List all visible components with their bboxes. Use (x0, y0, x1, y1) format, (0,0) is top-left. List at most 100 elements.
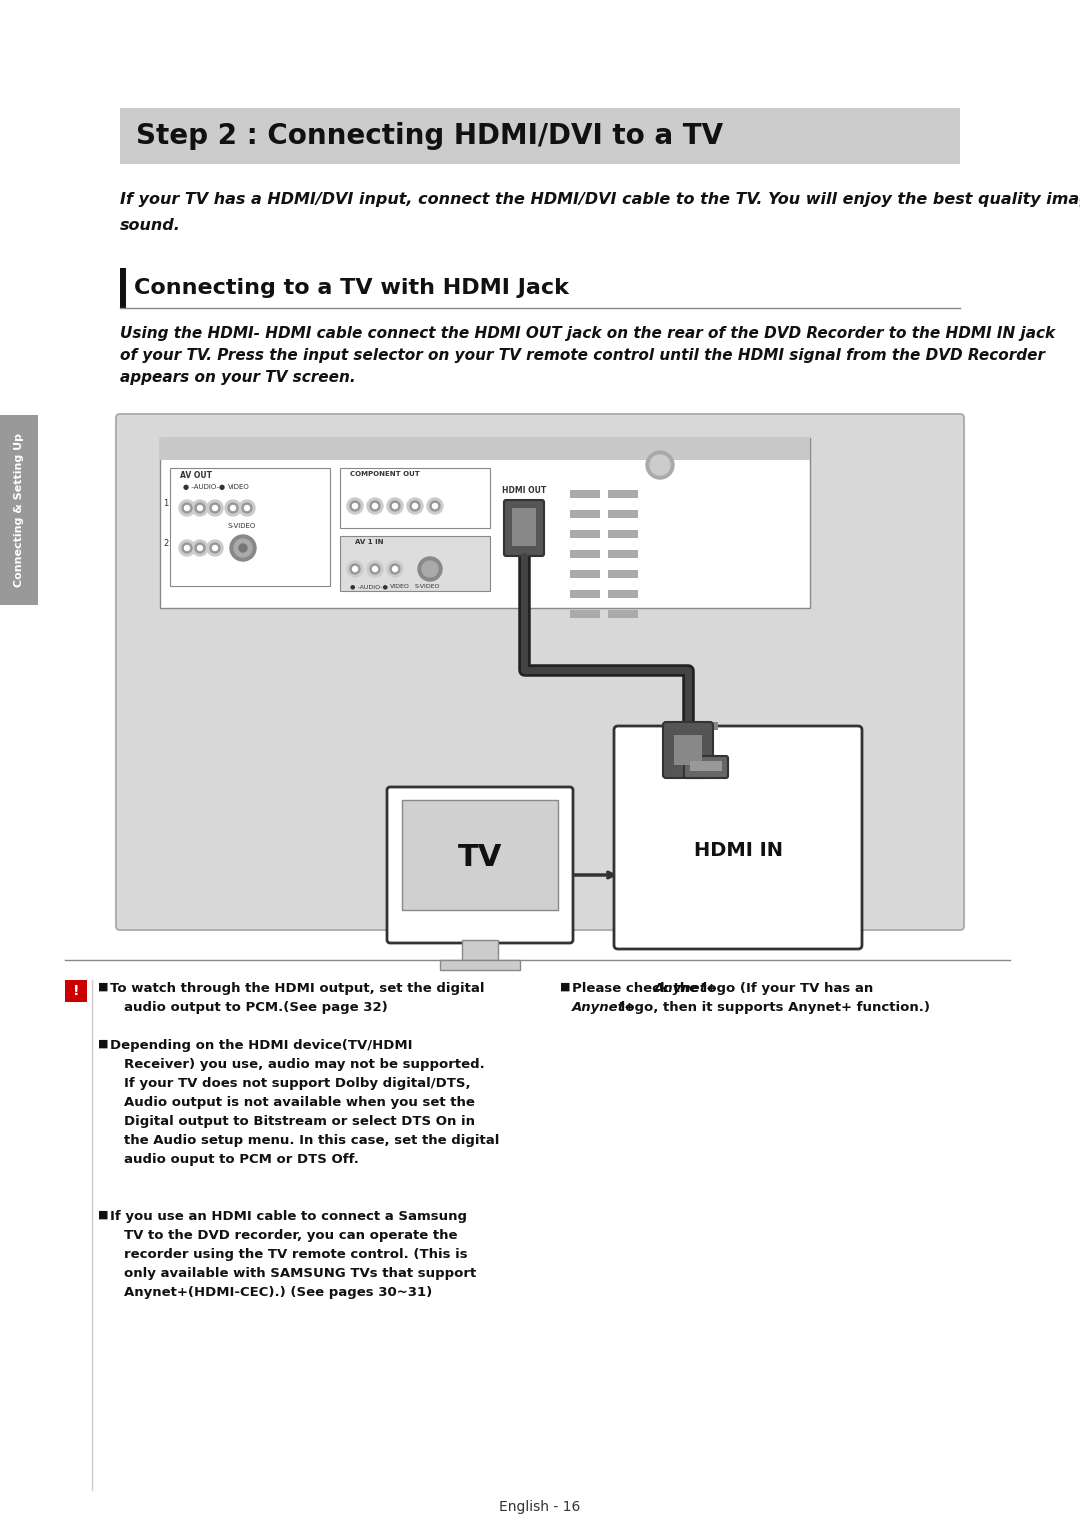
Circle shape (207, 540, 222, 555)
Text: recorder using the TV remote control. (This is: recorder using the TV remote control. (T… (124, 1249, 468, 1261)
Circle shape (370, 565, 380, 574)
FancyBboxPatch shape (663, 723, 713, 778)
Text: AV OUT: AV OUT (180, 471, 212, 480)
Bar (402, 801, 558, 910)
FancyBboxPatch shape (684, 756, 728, 778)
Circle shape (198, 506, 203, 511)
Circle shape (407, 499, 423, 514)
Bar (570, 551, 600, 558)
Text: HDMI IN: HDMI IN (693, 841, 783, 859)
Bar (608, 591, 638, 598)
Text: logo, then it supports Anynet+ function.): logo, then it supports Anynet+ function.… (616, 1002, 930, 1014)
Text: Please check the: Please check the (572, 982, 703, 996)
Circle shape (413, 503, 418, 508)
Circle shape (207, 500, 222, 515)
Bar (570, 611, 600, 618)
Text: S-VIDEO: S-VIDEO (228, 523, 256, 529)
Text: Digital output to Bitstream or select DTS On in: Digital output to Bitstream or select DT… (124, 1115, 475, 1127)
Circle shape (373, 566, 378, 572)
Bar (440, 960, 519, 969)
Circle shape (390, 502, 400, 511)
Circle shape (367, 499, 383, 514)
Bar (0, 416, 38, 604)
Bar (160, 439, 810, 460)
Circle shape (213, 506, 217, 511)
Bar (462, 940, 498, 960)
Circle shape (192, 500, 208, 515)
Circle shape (352, 566, 357, 572)
Circle shape (183, 503, 192, 512)
Text: ● -AUDIO-●: ● -AUDIO-● (350, 584, 388, 589)
Text: 2: 2 (163, 540, 168, 549)
Circle shape (239, 500, 255, 515)
Text: audio ouput to PCM or DTS Off.: audio ouput to PCM or DTS Off. (124, 1154, 359, 1166)
Bar (570, 531, 600, 538)
Text: appears on your TV screen.: appears on your TV screen. (120, 370, 355, 385)
Circle shape (210, 503, 220, 512)
Text: AV 1 IN: AV 1 IN (355, 538, 383, 545)
Text: Step 2 : Connecting HDMI/DVI to a TV: Step 2 : Connecting HDMI/DVI to a TV (136, 123, 724, 150)
Bar (120, 107, 960, 164)
Bar (570, 591, 600, 598)
Circle shape (230, 506, 235, 511)
FancyBboxPatch shape (387, 787, 573, 943)
Text: audio output to PCM.(See page 32): audio output to PCM.(See page 32) (124, 1002, 388, 1014)
Bar (570, 571, 600, 578)
Circle shape (392, 566, 397, 572)
Text: Connecting & Setting Up: Connecting & Setting Up (14, 433, 24, 588)
Text: If you use an HDMI cable to connect a Samsung: If you use an HDMI cable to connect a Sa… (110, 1210, 467, 1223)
Text: English - 16: English - 16 (499, 1500, 581, 1514)
Text: only available with SAMSUNG TVs that support: only available with SAMSUNG TVs that sup… (124, 1267, 476, 1279)
Text: TV: TV (458, 842, 502, 871)
Bar (512, 508, 536, 546)
Text: Using the HDMI- HDMI cable connect the HDMI OUT jack on the rear of the DVD Reco: Using the HDMI- HDMI cable connect the H… (120, 327, 1055, 341)
Bar (340, 535, 490, 591)
Bar (688, 723, 718, 730)
Circle shape (347, 561, 363, 577)
Circle shape (387, 499, 403, 514)
Circle shape (427, 499, 443, 514)
Circle shape (234, 538, 252, 557)
Circle shape (370, 502, 380, 511)
Text: Connecting to a TV with HDMI Jack: Connecting to a TV with HDMI Jack (134, 278, 569, 298)
Circle shape (650, 456, 670, 476)
Text: Depending on the HDMI device(TV/HDMI: Depending on the HDMI device(TV/HDMI (110, 1039, 413, 1052)
Text: sound.: sound. (120, 218, 180, 233)
Circle shape (242, 503, 252, 512)
Circle shape (230, 535, 256, 561)
Text: 1: 1 (163, 500, 168, 508)
Bar (608, 611, 638, 618)
Bar (608, 509, 638, 518)
Circle shape (185, 546, 189, 551)
Circle shape (392, 503, 397, 508)
Text: ■: ■ (98, 1039, 108, 1049)
Text: If your TV has a HDMI/DVI input, connect the HDMI/DVI cable to the TV. You will : If your TV has a HDMI/DVI input, connect… (120, 192, 1080, 207)
Circle shape (347, 499, 363, 514)
Circle shape (646, 451, 674, 479)
Circle shape (244, 506, 249, 511)
Circle shape (390, 565, 400, 574)
Bar (608, 531, 638, 538)
FancyBboxPatch shape (504, 500, 544, 555)
Circle shape (418, 557, 442, 581)
Circle shape (352, 503, 357, 508)
Circle shape (350, 502, 360, 511)
Bar (690, 761, 723, 772)
Text: TV to the DVD recorder, you can operate the: TV to the DVD recorder, you can operate … (124, 1229, 458, 1243)
Text: ● -AUDIO-●: ● -AUDIO-● (183, 485, 225, 489)
Circle shape (225, 500, 241, 515)
Circle shape (195, 543, 205, 552)
Circle shape (432, 503, 437, 508)
Circle shape (185, 506, 189, 511)
Text: the Audio setup menu. In this case, set the digital: the Audio setup menu. In this case, set … (124, 1134, 499, 1147)
Text: !: ! (72, 983, 79, 999)
Text: Anynet+(HDMI-CEC).) (See pages 30~31): Anynet+(HDMI-CEC).) (See pages 30~31) (124, 1285, 432, 1299)
Circle shape (430, 502, 440, 511)
Circle shape (183, 543, 192, 552)
Text: To watch through the HDMI output, set the digital: To watch through the HDMI output, set th… (110, 982, 485, 996)
Circle shape (210, 543, 220, 552)
Circle shape (192, 540, 208, 555)
Text: ■: ■ (561, 982, 570, 992)
Text: S-VIDEO: S-VIDEO (415, 584, 441, 589)
Bar (340, 468, 490, 528)
